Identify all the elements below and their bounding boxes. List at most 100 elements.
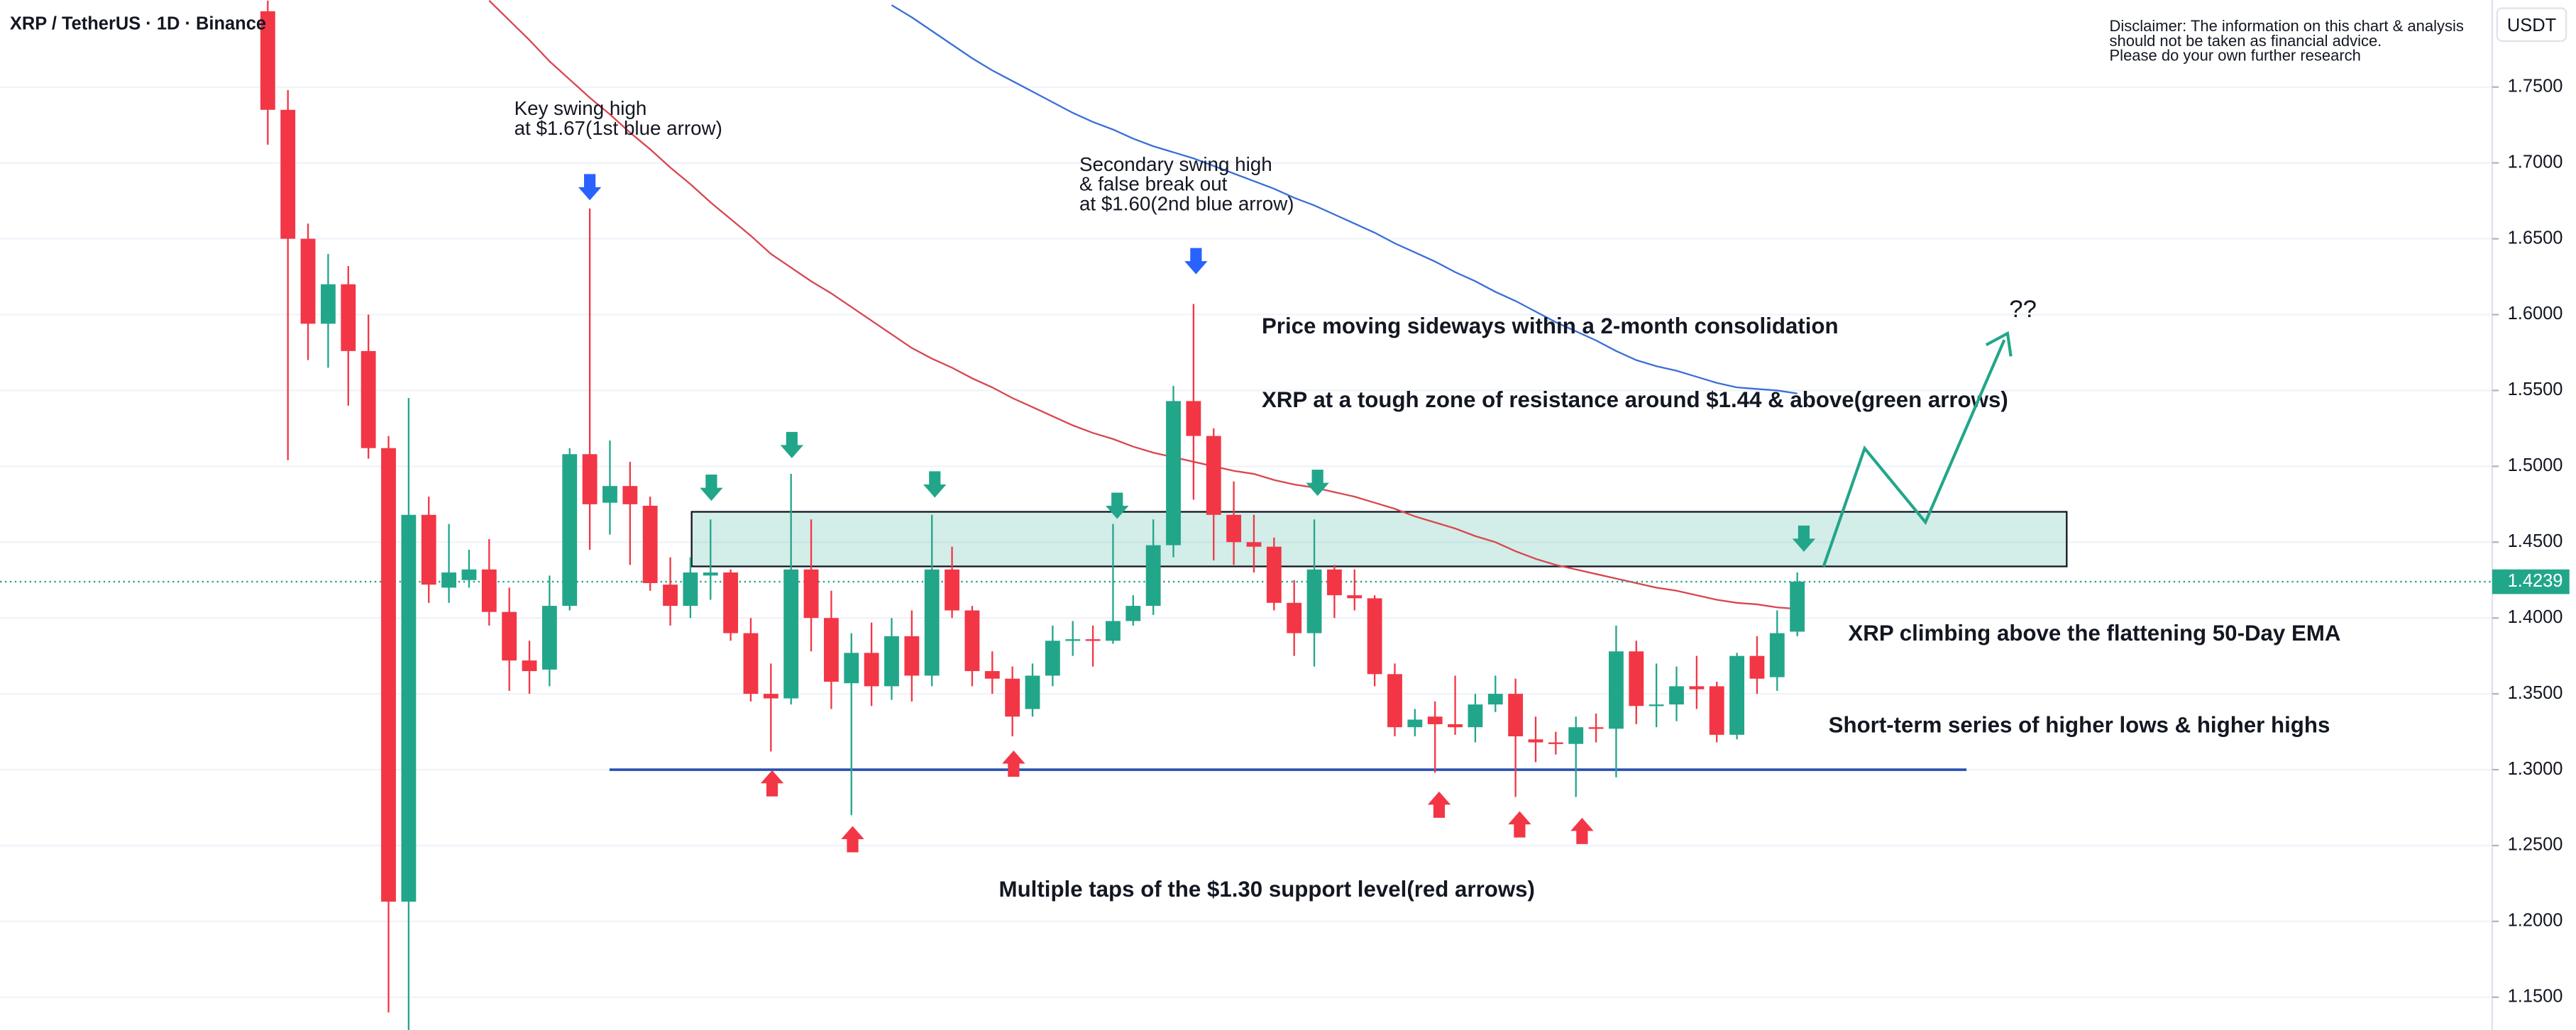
candle-body [582, 454, 598, 504]
annotation: at $1.67(1st blue arrow) [514, 117, 722, 139]
candle-body [1226, 514, 1242, 543]
candle-body [1125, 606, 1141, 621]
candle-body [1246, 542, 1262, 547]
unit-box [2496, 7, 2567, 43]
candle-body [984, 671, 1000, 679]
annotation: Secondary swing high [1079, 153, 1272, 175]
candle-body [1206, 436, 1221, 515]
candle-body [421, 514, 436, 585]
candle-body [541, 606, 557, 670]
arrow [841, 826, 864, 853]
y-tick-label: 1.7000 [2508, 152, 2563, 172]
candle-body [1487, 694, 1503, 705]
candle-body [260, 11, 275, 110]
candle-body [703, 572, 718, 576]
candle-body [341, 284, 356, 351]
last-price-box [2492, 569, 2570, 594]
last-price-label: 1.4239 [2508, 571, 2563, 591]
candle-body [663, 585, 678, 607]
candle-body [381, 448, 396, 902]
candle-body [1287, 602, 1302, 633]
marks [260, 0, 1805, 1030]
resistance-zone [690, 511, 2068, 567]
candle-body [743, 633, 759, 694]
projection-arrowhead [1985, 331, 2013, 357]
candle-body [441, 572, 457, 588]
candle-body [1065, 639, 1081, 641]
candle-body [602, 486, 617, 503]
candle-body [1548, 742, 1563, 744]
candle-body [1709, 686, 1724, 735]
annotation: at $1.60(2nd blue arrow) [1079, 192, 1294, 214]
projection-path [1822, 339, 2006, 567]
candle-body [1166, 401, 1181, 546]
candle-body [642, 505, 658, 584]
annotation: ?? [2009, 296, 2037, 323]
arrow [780, 431, 804, 458]
annotation: Price moving sideways within a 2-month c… [1262, 314, 1839, 338]
candle-body [1769, 633, 1785, 677]
candle-body [1528, 739, 1543, 743]
candle-body [803, 569, 819, 619]
y-tick-label: 1.5000 [2508, 455, 2563, 475]
candle-body [783, 569, 799, 699]
y-unit: USDT [2507, 16, 2556, 35]
candle-body [481, 569, 497, 612]
y-tick-label: 1.2500 [2508, 835, 2563, 855]
y-tick-label: 1.3000 [2508, 759, 2563, 779]
candle-body [884, 636, 899, 687]
y-tick-label: 1.6500 [2508, 228, 2563, 248]
y-axis: 1.1500 1.2000 1.2500 1.3000 1.3500 1.4000 1.45… [2492, 76, 2570, 1007]
annotation: Multiple taps of the $1.30 support level… [999, 877, 1535, 902]
candle-body [1729, 655, 1745, 735]
candle-body [1106, 621, 1121, 641]
y-tick-label: 1.4000 [2508, 607, 2563, 627]
y-tick-label: 1.7500 [2508, 76, 2563, 96]
candle-body [1609, 651, 1624, 729]
candle-body [1588, 727, 1604, 729]
candle-body [1387, 674, 1402, 728]
arrow [1306, 470, 1329, 497]
candle-body [1326, 569, 1342, 596]
candle-body [904, 636, 920, 676]
y-tick-label: 1.4500 [2508, 531, 2563, 551]
y-tick-label: 1.1500 [2508, 987, 2563, 1007]
candle-body [1749, 655, 1765, 679]
arrow [1106, 492, 1129, 519]
disclaimer: should not be taken as financial advice. [2110, 32, 2382, 50]
candle-body [401, 514, 417, 902]
disclaimer: Disclaimer: The information on this char… [2110, 17, 2464, 35]
candle-body [1347, 595, 1363, 599]
disclaimer: Please do your own further research [2110, 47, 2361, 65]
candle-body [502, 611, 517, 661]
chart-title: XRP / TetherUS · 1D · Binance [10, 14, 266, 34]
candle-body [723, 572, 739, 633]
candle-body [1689, 686, 1705, 690]
arrow [1792, 525, 1816, 552]
candle-body [1568, 727, 1584, 744]
annotation: Key swing high [514, 97, 647, 119]
candle-body [1629, 651, 1644, 707]
candle-body [1407, 719, 1423, 728]
annotation: XRP climbing above the flattening 50-Day… [1848, 621, 2340, 646]
candle-body [964, 610, 980, 672]
y-tick-label: 1.2000 [2508, 911, 2563, 931]
candle-body [280, 109, 296, 239]
arrow [1002, 750, 1025, 777]
candle-body [1790, 581, 1805, 632]
candle-body [1367, 598, 1382, 675]
candle-body [300, 238, 316, 324]
candle-body [924, 569, 940, 676]
candle-body [1085, 639, 1101, 641]
ma-line [891, 4, 1798, 394]
candle-body [522, 660, 537, 672]
arrow [1427, 791, 1451, 818]
candle-body [763, 694, 778, 699]
candle-body [321, 284, 336, 324]
candle-body [622, 486, 638, 504]
candle-body [1508, 694, 1524, 736]
ma-line [488, 0, 1798, 610]
y-tick-label: 1.5500 [2508, 380, 2563, 399]
